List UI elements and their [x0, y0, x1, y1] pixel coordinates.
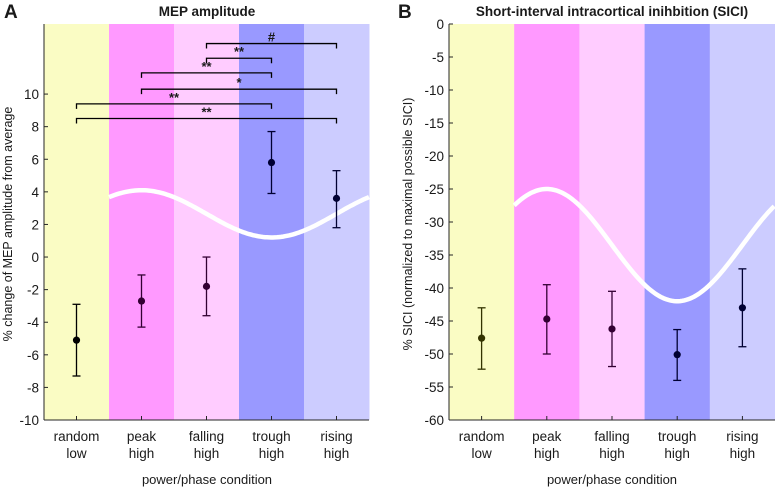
significance-label: ** — [201, 59, 212, 74]
panel-b-xlabel: power/phase condition — [547, 472, 677, 487]
x-tick-label: peak — [127, 429, 157, 444]
x-tick-label: trough — [252, 429, 290, 444]
significance-bracket — [75, 103, 273, 109]
y-tick-label: -20 — [424, 149, 444, 164]
phase-sine-wave — [512, 186, 775, 304]
panel-b-title: Short-interval intracortical inihbition … — [476, 4, 748, 19]
y-tick-label: -4 — [27, 315, 39, 330]
x-tick-label: high — [730, 446, 756, 461]
significance-bracket — [140, 88, 338, 95]
x-tick-label: falling — [189, 429, 224, 444]
x-tick-label: rising — [320, 429, 352, 444]
y-tick-label: -10 — [19, 413, 39, 428]
data-point — [478, 334, 486, 342]
data-point — [332, 194, 341, 202]
x-tick-label: peak — [532, 429, 562, 444]
y-tick-label: -55 — [424, 380, 444, 395]
x-tick-label: random — [54, 429, 100, 444]
significance-bracket — [205, 57, 273, 64]
x-tick-label: high — [664, 446, 690, 461]
panel-a-xlabel: power/phase condition — [142, 472, 272, 487]
data-point — [608, 325, 616, 333]
panel-a-ylabel: % change of MEP amplitude from average — [1, 107, 15, 342]
y-tick-label: 6 — [31, 152, 39, 167]
condition-band — [109, 24, 175, 420]
significance-label: * — [236, 75, 242, 90]
panel-a-label: A — [4, 2, 18, 23]
y-tick-label: 0 — [31, 250, 39, 265]
panel-a-title: MEP amplitude — [159, 4, 256, 19]
y-tick-label: 8 — [31, 120, 39, 135]
x-tick-label: low — [471, 446, 492, 461]
x-tick-label: high — [324, 446, 350, 461]
condition-band — [514, 24, 580, 420]
y-tick-label: -15 — [424, 116, 444, 131]
panel-b-label: B — [398, 2, 412, 23]
x-tick-label: high — [129, 446, 155, 461]
significance-label: # — [268, 30, 276, 45]
y-tick-label: 0 — [436, 17, 444, 32]
significance-bracket — [205, 42, 338, 49]
x-tick-label: high — [259, 446, 285, 461]
significance-label: ** — [169, 90, 180, 105]
y-tick-label: -40 — [424, 281, 444, 296]
y-tick-label: -5 — [432, 50, 444, 65]
significance-label: ** — [234, 44, 245, 59]
significance-label: ** — [201, 105, 212, 120]
y-tick-label: -25 — [424, 182, 444, 197]
condition-band — [239, 24, 305, 420]
data-point — [72, 336, 81, 344]
x-tick-label: falling — [594, 429, 629, 444]
y-tick-label: -35 — [424, 248, 444, 263]
x-tick-label: high — [194, 446, 220, 461]
y-tick-label: -6 — [27, 348, 39, 363]
significance-bracket — [75, 117, 338, 124]
data-point — [738, 304, 747, 312]
data-point — [673, 351, 681, 359]
y-tick-label: -10 — [424, 83, 444, 98]
x-tick-label: low — [66, 446, 87, 461]
x-tick-label: high — [599, 446, 625, 461]
data-point — [137, 297, 146, 305]
data-point — [202, 282, 211, 290]
x-tick-label: random — [459, 429, 505, 444]
phase-sine-wave — [108, 187, 370, 240]
y-tick-label: -45 — [424, 314, 444, 329]
panel-b-ylabel: % SICI (normalized to maximal possible S… — [401, 98, 415, 351]
y-tick-label: 10 — [24, 87, 39, 102]
x-tick-label: trough — [658, 429, 696, 444]
y-tick-label: -2 — [27, 283, 39, 298]
y-tick-label: 2 — [31, 217, 39, 232]
data-point — [543, 315, 551, 323]
panel-b: B Short-interval intracortical inihbitio… — [398, 2, 775, 487]
data-point — [267, 158, 276, 167]
y-tick-label: -50 — [424, 347, 444, 362]
y-tick-label: 4 — [31, 185, 39, 200]
y-tick-label: -8 — [27, 380, 39, 395]
x-tick-label: rising — [726, 429, 758, 444]
y-tick-label: -60 — [424, 413, 444, 428]
y-tick-label: -30 — [424, 215, 444, 230]
condition-band — [709, 24, 775, 420]
x-tick-label: high — [534, 446, 560, 461]
significance-bracket — [140, 72, 273, 78]
condition-band — [174, 24, 240, 420]
